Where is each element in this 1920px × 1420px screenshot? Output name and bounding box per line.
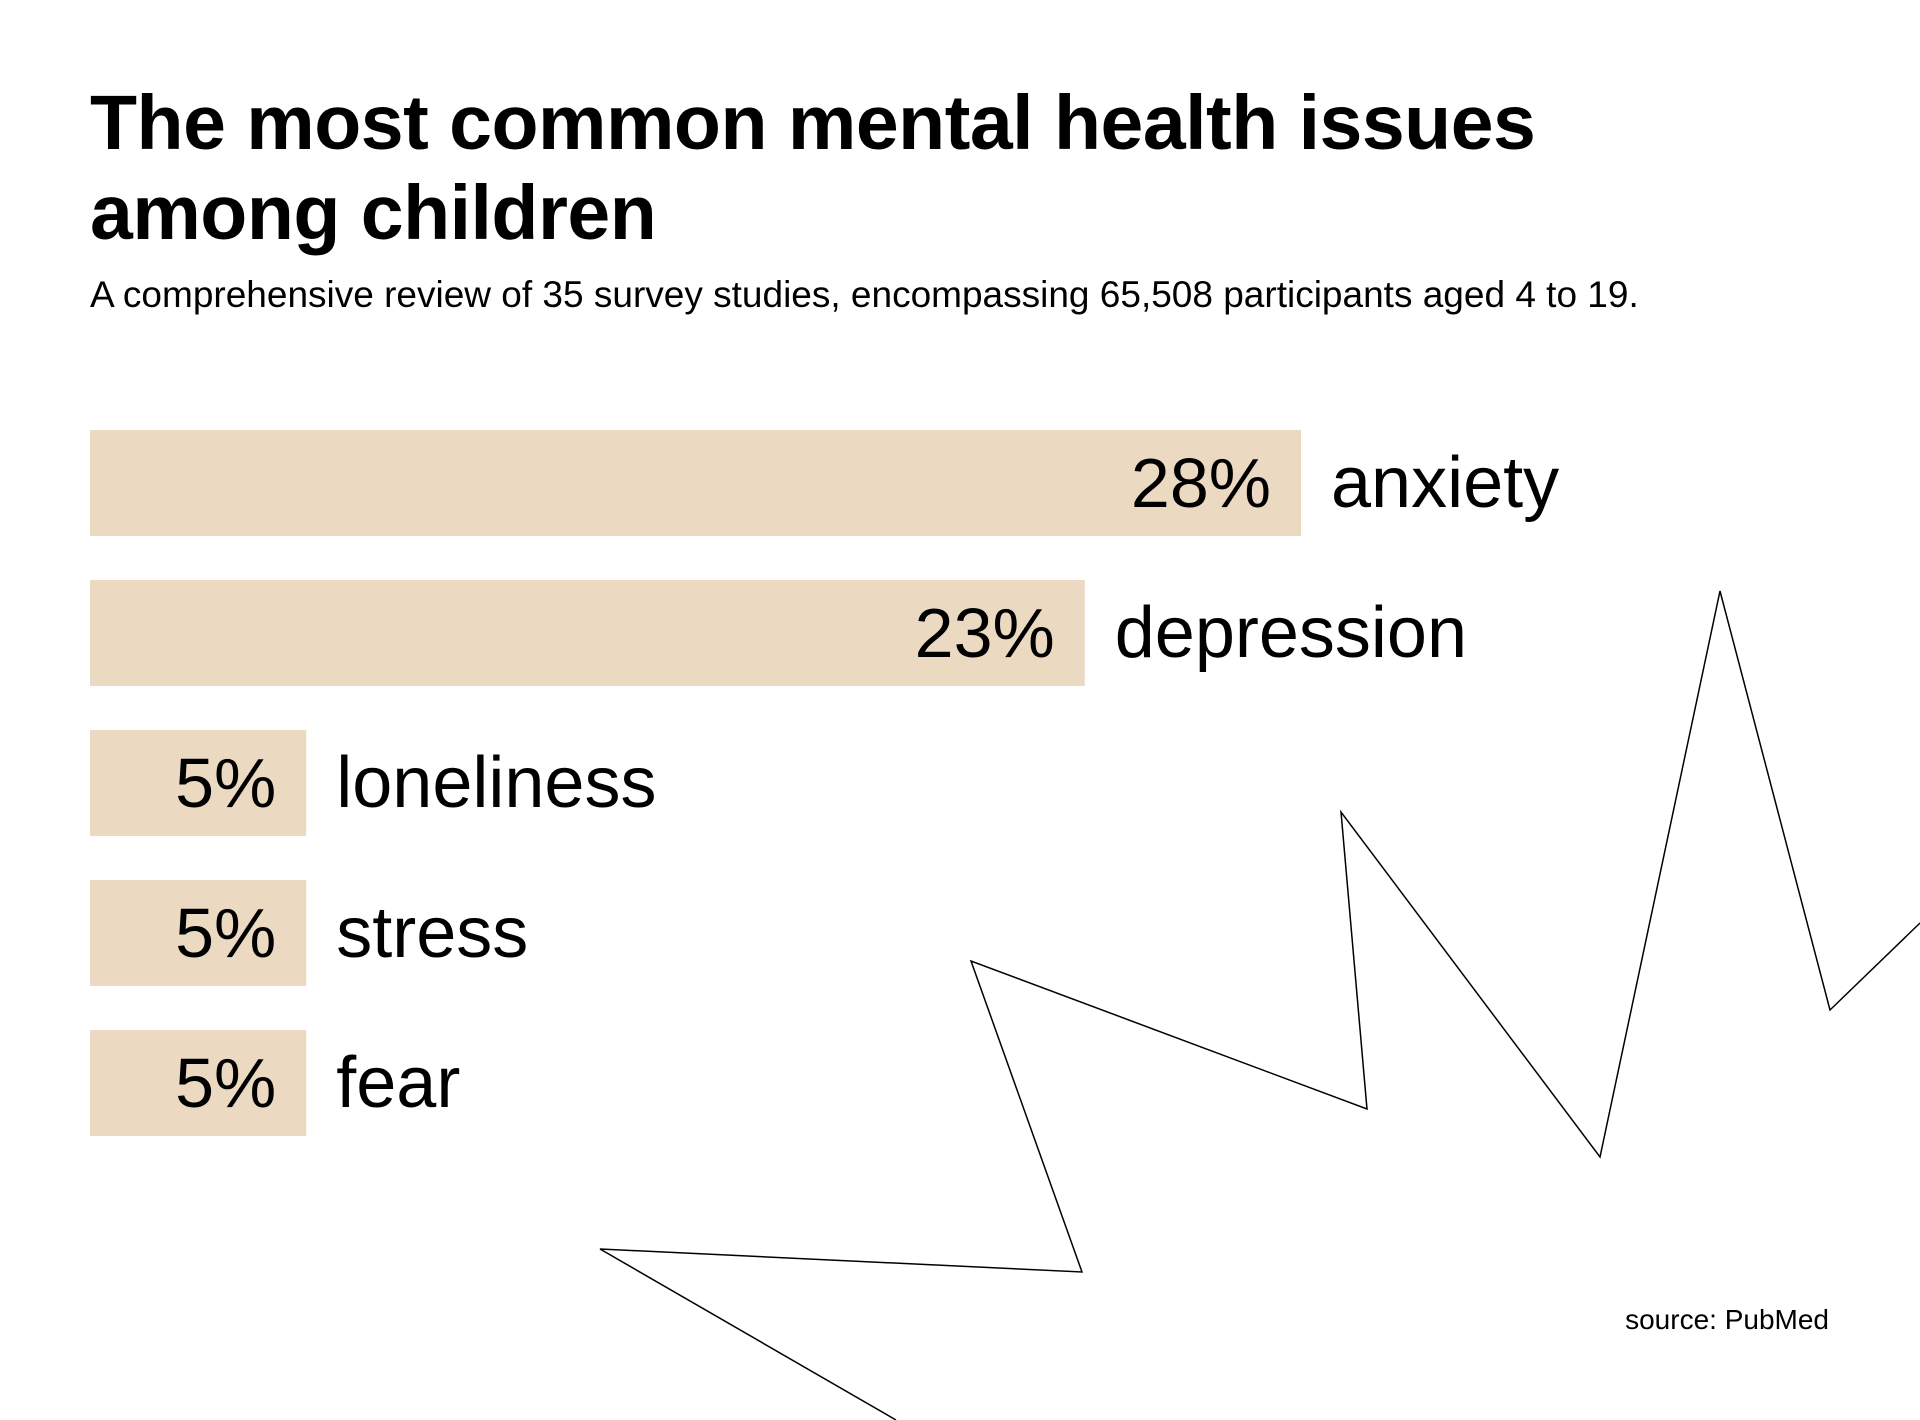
- category-label-loneliness: loneliness: [336, 743, 656, 823]
- category-label-stress: stress: [336, 893, 528, 973]
- value-label-anxiety: 28%: [1131, 444, 1271, 522]
- bar-depression: [90, 580, 1085, 686]
- bar-stress: [90, 880, 307, 986]
- bar-anxiety: [90, 430, 1301, 536]
- bar-loneliness: [90, 730, 307, 836]
- value-label-stress: 5%: [175, 894, 276, 972]
- bar-fear: [90, 1030, 307, 1136]
- category-label-depression: depression: [1115, 593, 1467, 673]
- chart-title: The most common mental health issues amo…: [90, 80, 1536, 256]
- category-label-anxiety: anxiety: [1331, 443, 1559, 523]
- value-label-loneliness: 5%: [175, 744, 276, 822]
- chart-subtitle: A comprehensive review of 35 survey stud…: [90, 274, 1639, 315]
- value-label-fear: 5%: [175, 1044, 276, 1122]
- value-label-depression: 23%: [915, 594, 1055, 672]
- zigzag-decoration: [599, 590, 1920, 1420]
- category-label-fear: fear: [336, 1043, 460, 1123]
- source-note: source: PubMed: [1625, 1304, 1829, 1335]
